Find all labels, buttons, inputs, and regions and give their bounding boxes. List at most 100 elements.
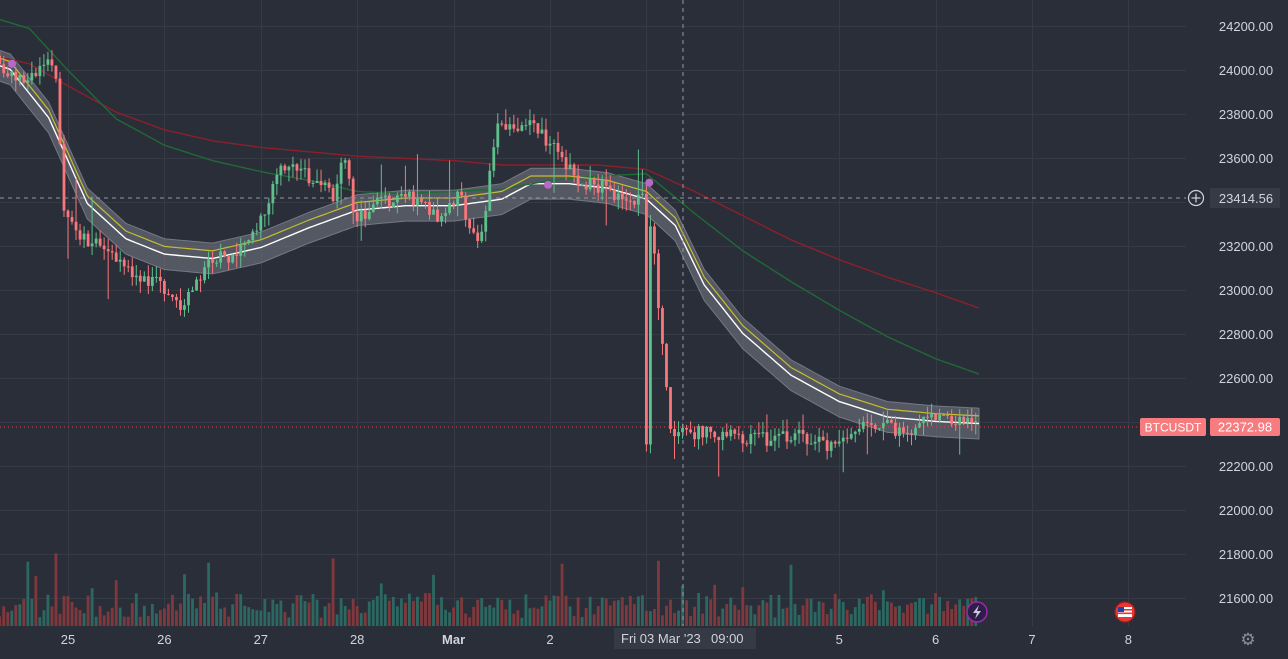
volume-bar: [102, 615, 106, 626]
volume-bar: [30, 598, 34, 626]
candle-body: [725, 431, 729, 437]
volume-bar: [183, 574, 186, 626]
volume-bar: [440, 597, 443, 626]
candle-body: [914, 427, 917, 435]
volume-bar: [94, 616, 98, 626]
candle-body: [685, 427, 688, 430]
volume-bar: [126, 616, 130, 626]
volume-bar: [14, 605, 18, 626]
volume-bar: [580, 617, 584, 626]
candle-body: [106, 249, 110, 252]
candle-body: [966, 417, 970, 423]
volume-bar: [829, 608, 833, 626]
volume-bar: [821, 602, 825, 626]
lightning-event-icon[interactable]: [966, 601, 988, 623]
candle-body: [789, 440, 793, 442]
candle-body: [950, 415, 954, 425]
volume-bar: [504, 609, 508, 626]
volume-bar: [500, 599, 504, 626]
volume-bar: [347, 609, 351, 626]
candle-body: [235, 254, 239, 256]
candle-body: [102, 245, 106, 250]
price-axis-label: 24000.00: [1219, 63, 1273, 78]
volume-bar: [2, 606, 6, 626]
volume-bar: [355, 606, 359, 626]
candle-body: [444, 212, 447, 217]
candle-body: [323, 182, 327, 186]
candle-body: [211, 259, 215, 263]
price-axis-label: 22800.00: [1219, 327, 1273, 342]
candle-body: [488, 170, 492, 211]
volume-bar: [628, 595, 632, 626]
volume-bar: [616, 600, 620, 626]
candle-body: [335, 183, 339, 202]
time-axis-label: 27: [254, 632, 268, 647]
candle-body: [343, 160, 347, 163]
volume-bar: [138, 616, 142, 626]
candle-body: [175, 297, 178, 301]
volume-bar: [894, 606, 897, 626]
candle-body: [452, 203, 456, 206]
candle-body: [576, 175, 580, 186]
volume-bar: [898, 605, 901, 626]
candle-body: [954, 424, 958, 426]
candle-body: [717, 437, 721, 441]
volume-bar: [46, 594, 50, 626]
volume-bar: [890, 602, 893, 626]
volume-bar: [78, 610, 82, 626]
last-price-label-bg: [1210, 418, 1280, 436]
candle-body: [146, 276, 150, 286]
volume-bar: [424, 593, 427, 626]
candle-body: [114, 252, 118, 262]
crosshair-time-hour: 09:00: [711, 631, 744, 646]
volume-bar: [781, 608, 785, 626]
volume-bar: [653, 609, 656, 626]
mid-moving-average-line: [0, 18, 980, 375]
price-axis-label: 22600.00: [1219, 371, 1273, 386]
volume-bar: [403, 602, 407, 626]
volume-bar: [399, 598, 403, 626]
candle-body: [825, 440, 829, 451]
candle-body: [118, 259, 122, 262]
candle-body: [580, 184, 584, 186]
candle-body: [30, 72, 34, 81]
volume-bar: [596, 606, 600, 626]
candle-body: [2, 64, 6, 74]
volume-bar: [508, 599, 512, 626]
volume-bar: [82, 613, 86, 626]
add-alert-plus-button[interactable]: [1187, 189, 1205, 207]
candle-body: [90, 243, 94, 247]
candle-body: [231, 254, 235, 263]
volume-bar: [588, 596, 592, 626]
candle-body: [78, 230, 82, 240]
candle-body: [22, 75, 26, 83]
candle-body: [910, 433, 913, 435]
time-axis-label: 5: [836, 632, 843, 647]
volume-bar: [769, 594, 773, 626]
candle-body: [568, 164, 572, 170]
chart-settings-gear-icon[interactable]: ⚙: [1240, 630, 1256, 649]
volume-bar: [761, 600, 765, 626]
volume-bar: [484, 606, 488, 626]
candle-body: [962, 416, 966, 423]
volume-bar: [777, 594, 781, 626]
candle-body: [813, 441, 817, 444]
us-flag-event-icon[interactable]: [1114, 601, 1136, 623]
volume-bar: [793, 604, 797, 626]
volume-bar: [122, 616, 126, 626]
volume-bar: [432, 574, 435, 626]
price-axis-label: 23600.00: [1219, 151, 1273, 166]
volume-bar: [608, 605, 612, 626]
candle-body: [536, 123, 540, 134]
volume-bar: [351, 598, 355, 626]
crosshair-time-label-bg: [614, 628, 756, 649]
volume-bar: [560, 563, 564, 626]
candle-body: [339, 162, 343, 184]
volume-bar: [251, 609, 255, 626]
volume-bar: [717, 616, 721, 626]
volume-bar: [195, 608, 198, 626]
volume-bar: [319, 617, 323, 626]
candle-body: [644, 193, 648, 445]
